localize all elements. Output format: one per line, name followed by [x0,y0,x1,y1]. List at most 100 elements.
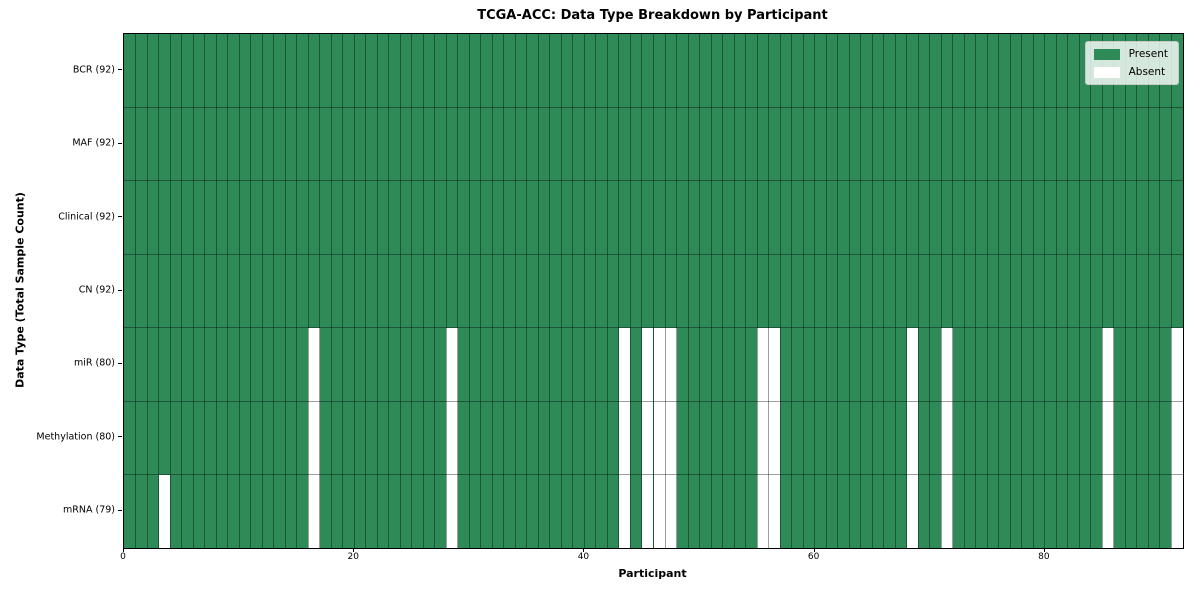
grid-vline [537,34,539,548]
absent-cell [906,401,919,475]
grid-vline [388,34,390,548]
absent-cell [665,327,677,402]
grid-vline [687,34,689,548]
grid-vline [514,34,516,548]
grid-vline [1078,34,1080,548]
grid-vline [848,34,850,548]
grid-vline [1147,34,1149,548]
absent-cell [1102,327,1114,402]
chart-title: TCGA-ACC: Data Type Breakdown by Partici… [477,8,828,23]
absent-cell [653,401,665,475]
grid-vline [917,34,919,548]
grid-vline [434,34,436,548]
grid-hline [124,327,1183,329]
x-tick-mark [123,548,124,552]
grid-vline [641,34,643,548]
grid-vline [963,34,965,548]
grid-hline [124,474,1183,476]
grid-vline [802,34,804,548]
legend-item-absent: Absent [1093,66,1168,78]
y-tick-label: Methylation (80) [36,431,115,443]
absent-cell [1102,401,1114,475]
grid-vline [192,34,194,548]
x-tick-mark [353,548,355,552]
grid-vline [273,34,275,548]
grid-vline [158,34,160,548]
absent-cell [757,401,769,475]
grid-vline [814,34,816,548]
absent-cell [308,474,320,548]
y-tick-mark [118,142,122,144]
grid-vline [940,34,942,548]
y-axis-label: Data Type (Total Sample Count) [13,192,27,388]
grid-vline [871,34,873,548]
x-tick-label: 80 [1038,552,1050,562]
grid-vline [986,34,988,548]
grid-vline [353,34,355,548]
grid-vline [1055,34,1057,548]
x-tick-mark [1043,548,1045,552]
plot-area: Present Absent [123,33,1184,549]
grid-vline [894,34,896,548]
grid-vline [457,34,459,548]
absent-cell [906,474,919,548]
grid-vline [952,34,954,548]
absent-cell [768,401,781,475]
absent-cell [941,401,953,475]
grid-vline [376,34,378,548]
grid-vline [860,34,862,548]
grid-vline [791,34,793,548]
absent-cell [446,327,458,402]
y-tick-mark [118,69,122,71]
grid-vline [1032,34,1034,548]
y-tick-mark [118,289,122,291]
grid-vline [422,34,424,548]
absent-cell [641,474,654,548]
absent-cell [768,327,781,402]
grid-vline [583,34,585,548]
grid-vline [998,34,1000,548]
absent-cell [1171,474,1183,548]
grid-vline [330,34,332,548]
grid-vline [733,34,735,548]
heatmap-cells [124,34,1183,548]
grid-vline [296,34,298,548]
absent-cell [1102,474,1114,548]
grid-vline [653,34,654,548]
absent-cell [618,401,631,475]
grid-hline [124,253,1183,255]
absent-cell [641,327,654,402]
absent-cell [653,327,665,402]
grid-vline [284,34,286,548]
grid-vline [906,34,908,548]
heatmap-row-CN [124,254,1183,328]
absent-cell [446,474,458,548]
x-tick-mark [583,548,585,552]
absent-cell [641,401,654,475]
grid-vline [261,34,263,548]
grid-vline [618,34,620,548]
grid-vline [572,34,574,548]
grid-hline [124,106,1183,108]
absent-cell [757,327,769,402]
grid-vline [1009,34,1011,548]
grid-vline [676,34,678,548]
grid-vline [503,34,505,548]
y-tick-label: Clinical (92) [58,211,115,223]
y-tick-mark [118,362,122,364]
grid-vline [664,34,666,548]
grid-vline [710,34,712,548]
grid-vline [629,34,631,548]
absent-cell [618,327,631,402]
grid-hline [124,400,1183,402]
absent-cell [906,327,919,402]
grid-vline [1136,34,1138,548]
absent-cell [941,327,953,402]
grid-vline [1159,34,1161,548]
absent-cell [618,474,631,548]
absent-cell [446,401,458,475]
legend: Present Absent [1084,41,1179,85]
absent-cell [308,401,320,475]
grid-vline [399,34,401,548]
grid-vline [699,34,701,548]
